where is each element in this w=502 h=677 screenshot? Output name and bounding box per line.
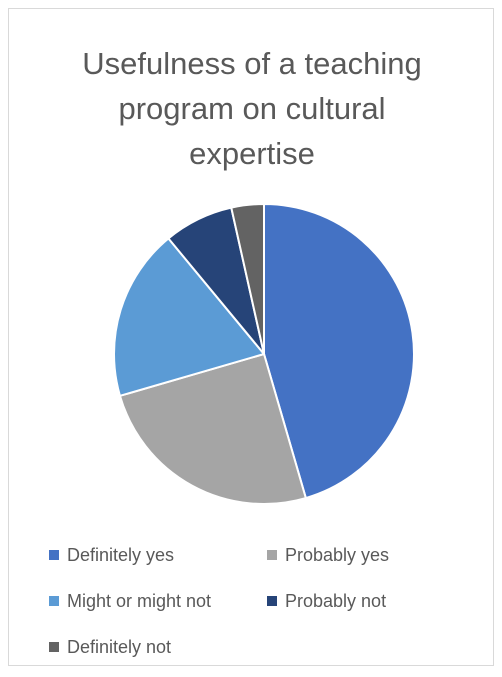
chart-title: Usefulness of a teaching program on cult…	[29, 41, 475, 176]
pie-chart	[113, 203, 415, 505]
pie-slice-probably-yes	[118, 353, 307, 505]
legend-item-definitely-not: Definitely not	[49, 637, 267, 658]
legend-row: Might or might not Probably not	[49, 585, 489, 617]
legend-label-probably-not: Probably not	[285, 590, 387, 611]
chart-title-line-2: program on cultural	[118, 91, 386, 126]
legend-item-definitely-yes: Definitely yes	[49, 545, 267, 566]
pie-slice-might-or-might-not	[113, 237, 265, 397]
legend-label-might-or-might-not: Might or might not	[67, 590, 212, 611]
legend-swatch-probably-not	[267, 596, 277, 606]
legend-item-probably-not: Probably not	[267, 591, 386, 612]
legend-row: Definitely yes Probably yes	[49, 539, 489, 571]
pie-slice-definitely-not	[230, 203, 265, 355]
legend: Definitely yes Probably yes Might or mig…	[49, 539, 489, 677]
chart-area: Usefulness of a teaching program on cult…	[8, 8, 494, 666]
legend-swatch-might-or-might-not	[49, 596, 59, 606]
legend-label-definitely-yes: Definitely yes	[67, 544, 175, 565]
legend-swatch-definitely-yes	[49, 550, 59, 560]
chart-title-line-1: Usefulness of a teaching	[82, 46, 422, 81]
legend-swatch-probably-yes	[267, 550, 277, 560]
legend-label-probably-yes: Probably yes	[285, 544, 390, 565]
legend-item-might-or-might-not: Might or might not	[49, 591, 267, 612]
legend-item-probably-yes: Probably yes	[267, 545, 389, 566]
chart-title-line-3: expertise	[189, 136, 315, 171]
legend-swatch-definitely-not	[49, 642, 59, 652]
legend-label-definitely-not: Definitely not	[67, 636, 172, 657]
pie-slice-definitely-yes	[263, 203, 415, 500]
legend-row: Definitely not	[49, 631, 489, 663]
